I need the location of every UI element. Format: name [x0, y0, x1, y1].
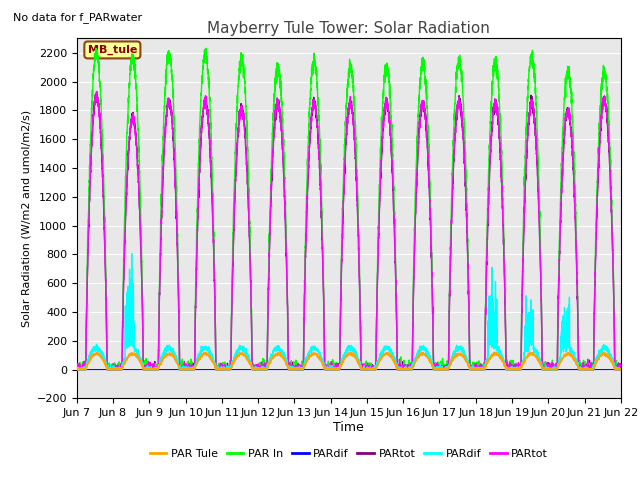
Legend: PAR Tule, PAR In, PARdif, PARtot, PARdif, PARtot: PAR Tule, PAR In, PARdif, PARtot, PARdif… [145, 444, 552, 463]
X-axis label: Time: Time [333, 421, 364, 434]
Y-axis label: Solar Radiation (W/m2 and umol/m2/s): Solar Radiation (W/m2 and umol/m2/s) [21, 110, 31, 327]
Text: No data for f_PARwater: No data for f_PARwater [13, 12, 142, 23]
Text: MB_tule: MB_tule [88, 45, 137, 55]
Title: Mayberry Tule Tower: Solar Radiation: Mayberry Tule Tower: Solar Radiation [207, 21, 490, 36]
